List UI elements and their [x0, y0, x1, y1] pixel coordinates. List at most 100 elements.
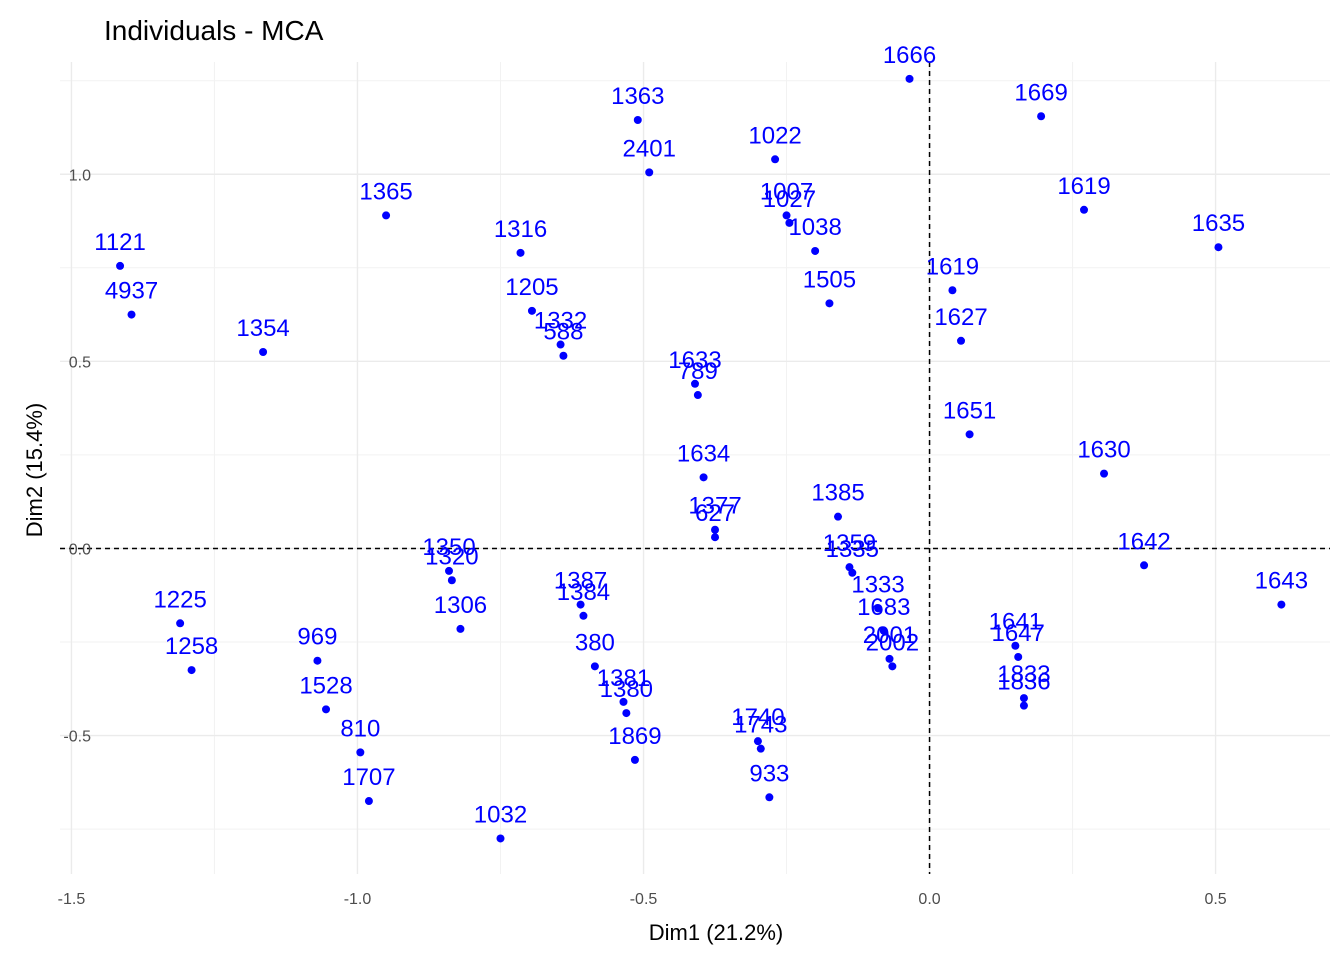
x-axis-title: Dim1 (21.2%)	[649, 920, 783, 945]
y-tick-label: -0.5	[63, 729, 91, 746]
point-label: 810	[340, 715, 380, 742]
data-point	[556, 340, 565, 349]
data-point	[834, 512, 843, 521]
data-point	[811, 246, 820, 255]
point-label: 1354	[236, 315, 289, 342]
data-point	[579, 611, 588, 620]
data-point	[753, 737, 762, 746]
x-tick-label: -0.5	[630, 891, 658, 908]
data-point	[711, 533, 720, 542]
point-label: 1316	[494, 216, 547, 243]
point-label: 1365	[359, 178, 412, 205]
data-point	[1100, 469, 1109, 478]
point-label: 1669	[1014, 79, 1067, 106]
point-label: 1121	[94, 229, 146, 256]
point-label: 1740	[731, 704, 784, 731]
point-label: 1630	[1077, 437, 1130, 464]
data-point	[691, 379, 699, 388]
data-point	[848, 568, 857, 577]
point-label: 1619	[1057, 173, 1110, 200]
point-label: 1634	[677, 440, 730, 467]
point-label: 588	[543, 319, 583, 346]
data-point	[619, 697, 628, 706]
y-axis-ticks: -0.5 0.0 0.5 1.0	[63, 167, 91, 745]
point-label: 1205	[505, 274, 558, 301]
point-label: 1350	[422, 534, 475, 561]
point-label: 1666	[883, 42, 936, 69]
data-point	[1140, 561, 1149, 570]
data-point	[313, 656, 322, 665]
data-point	[1019, 701, 1028, 710]
point-label: 1032	[474, 801, 527, 828]
data-point	[496, 834, 505, 843]
point-label: 2401	[623, 135, 676, 162]
data-point	[187, 666, 196, 675]
point-label: 933	[749, 760, 789, 787]
data-points	[116, 74, 1286, 843]
data-point	[948, 286, 957, 295]
data-point	[356, 748, 365, 757]
data-point	[176, 619, 185, 628]
point-label: 1381	[597, 665, 650, 692]
point-label: 2001	[863, 622, 916, 649]
point-label: 1306	[434, 592, 487, 619]
data-point	[1080, 205, 1089, 214]
point-label: 1377	[688, 493, 741, 520]
data-point	[382, 211, 391, 220]
point-label: 1869	[608, 723, 661, 750]
chart-title: Individuals - MCA	[104, 15, 324, 46]
point-label: 1387	[554, 568, 607, 595]
data-point	[645, 168, 654, 177]
data-point	[756, 744, 765, 753]
point-label: 380	[575, 629, 615, 656]
data-point	[825, 299, 834, 308]
data-point	[771, 155, 780, 164]
data-point	[576, 600, 585, 609]
data-point	[527, 306, 536, 315]
point-label: 1333	[851, 571, 904, 598]
point-label: 1335	[826, 536, 879, 563]
point-label: 1332	[534, 308, 587, 335]
point-label: 1258	[165, 633, 218, 660]
y-tick-label: 1.0	[69, 167, 91, 184]
data-point	[516, 248, 525, 257]
data-point	[559, 351, 568, 360]
point-label: 789	[678, 358, 718, 385]
point-label: 1359	[823, 530, 876, 557]
data-point	[445, 566, 454, 575]
point-label: 969	[297, 624, 337, 651]
data-point	[633, 116, 642, 124]
point-label: 1363	[611, 83, 664, 110]
data-point	[965, 430, 974, 439]
data-point	[785, 218, 794, 227]
point-label: 1743	[734, 712, 787, 739]
point-label: 627	[695, 500, 735, 527]
data-point	[699, 473, 708, 482]
data-point	[622, 709, 631, 718]
point-label: 1528	[299, 672, 352, 699]
point-label: 1635	[1192, 210, 1245, 237]
point-label: 1647	[992, 620, 1045, 647]
data-point	[1019, 694, 1028, 703]
point-label: 1038	[788, 214, 841, 241]
data-point	[874, 604, 883, 613]
data-point	[1037, 112, 1046, 121]
point-label: 1505	[803, 266, 856, 293]
data-point	[957, 336, 966, 345]
point-label: 1651	[943, 397, 996, 424]
x-tick-label: 0.0	[918, 891, 940, 908]
data-point	[630, 755, 639, 764]
data-point	[116, 261, 125, 270]
data-point	[1011, 641, 1020, 650]
major-gridlines	[60, 62, 1330, 874]
point-label: 1633	[668, 347, 721, 374]
data-point	[888, 662, 897, 671]
point-label: 1225	[153, 586, 206, 613]
data-point	[782, 211, 791, 220]
data-point	[711, 525, 720, 534]
data-point	[127, 310, 136, 319]
x-tick-label: -1.5	[58, 891, 86, 908]
point-label: 1643	[1255, 568, 1308, 595]
data-point	[885, 654, 894, 663]
